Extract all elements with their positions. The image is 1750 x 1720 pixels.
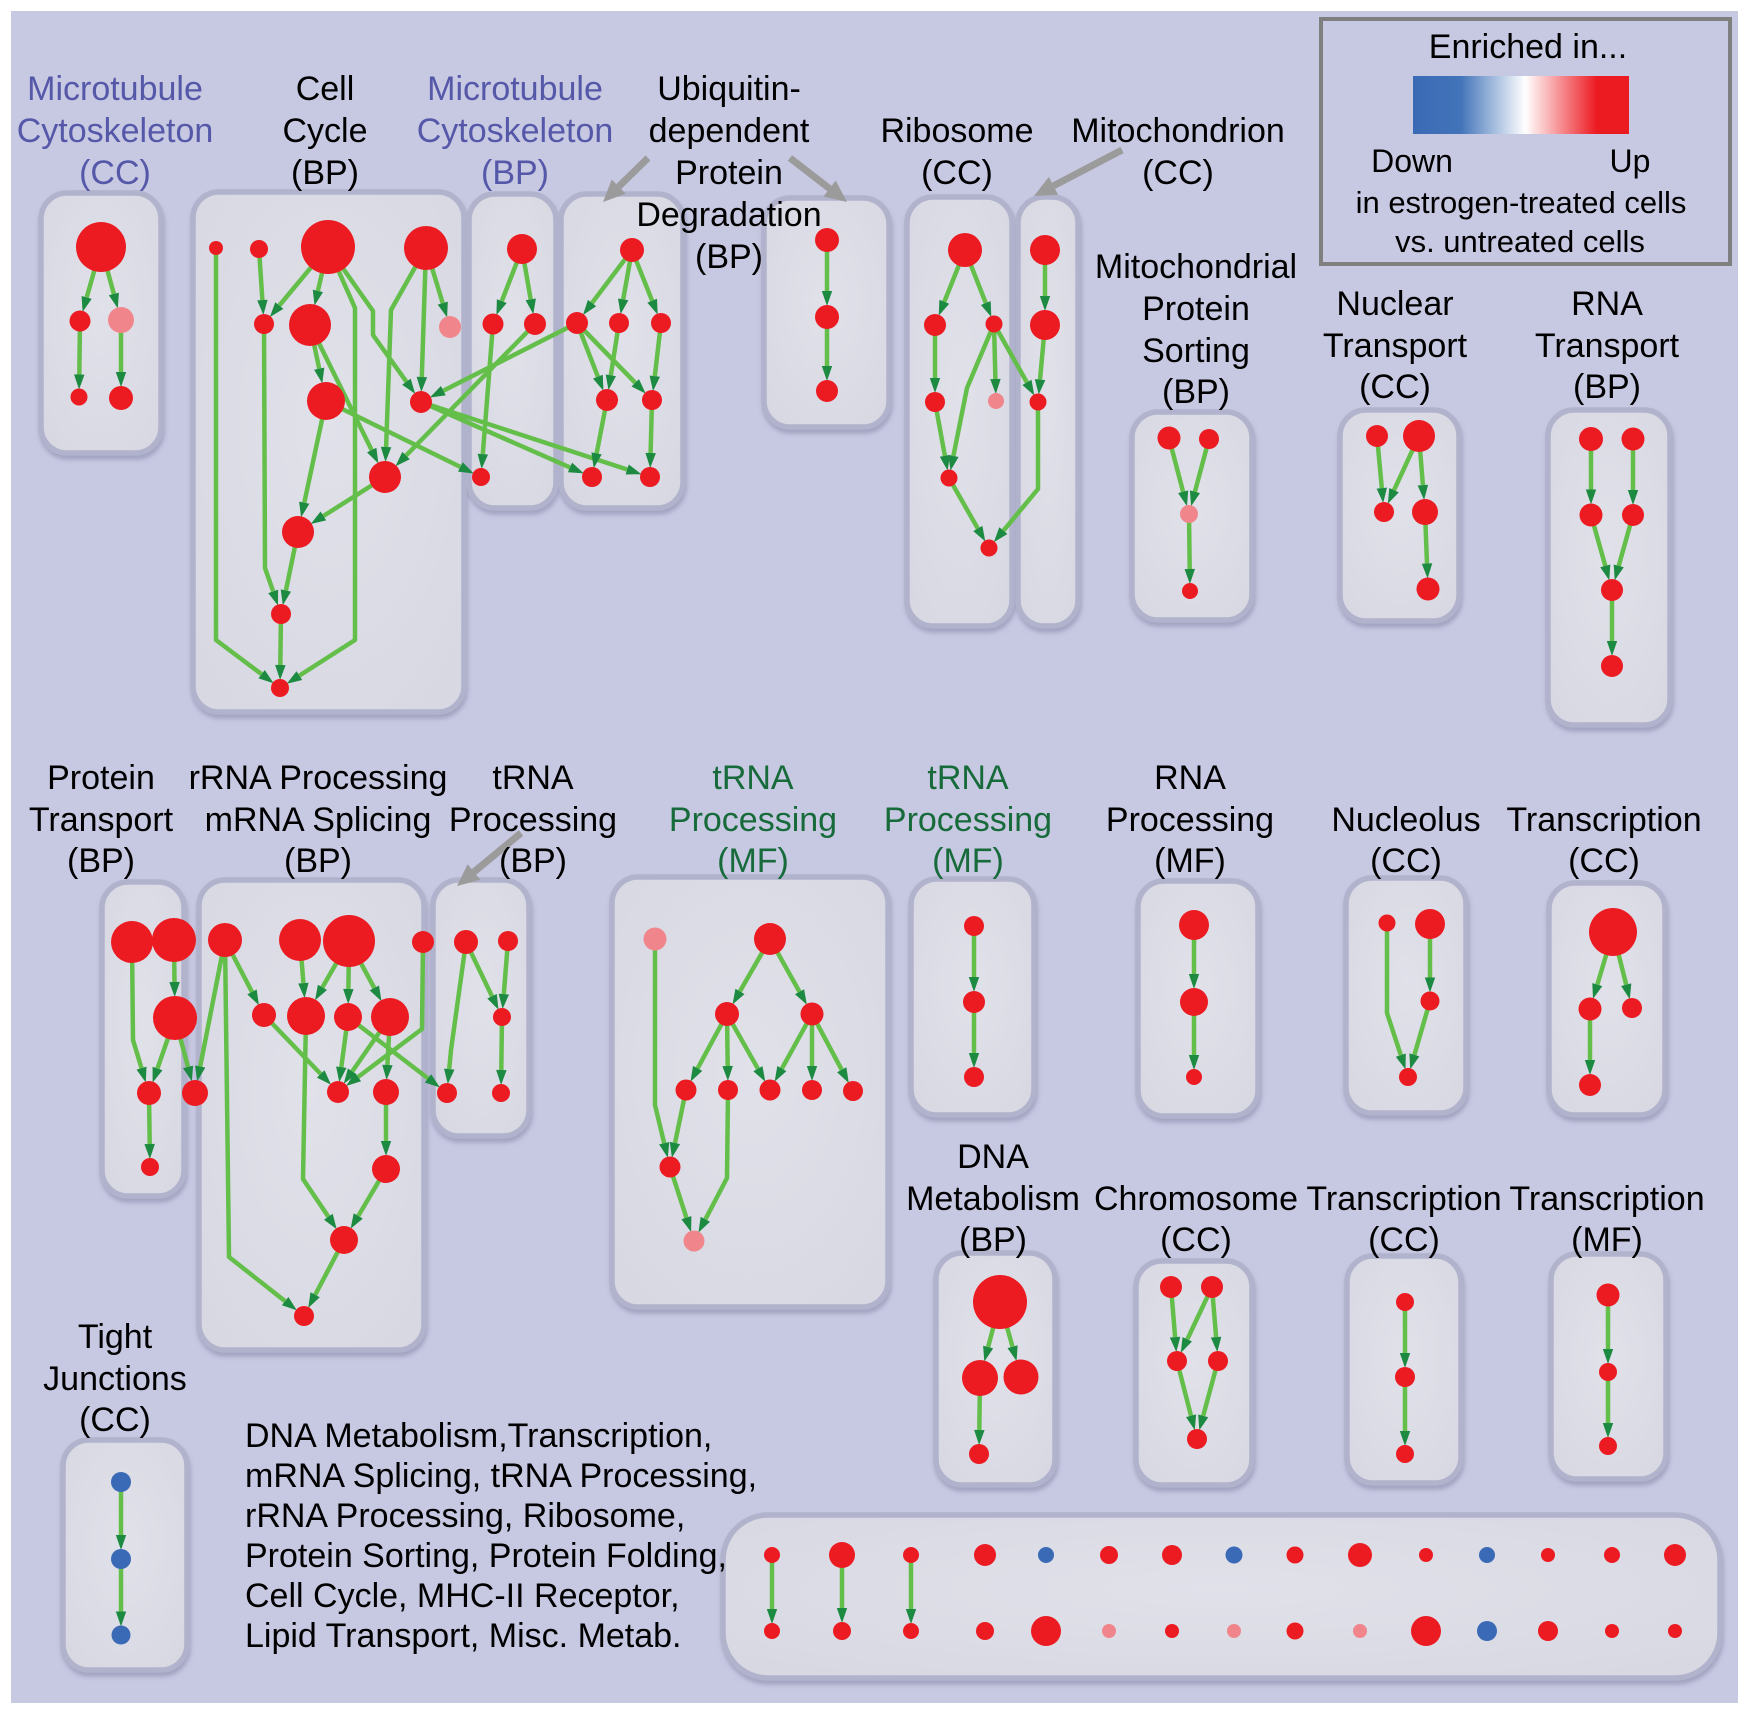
svg-text:mRNA Splicing: mRNA Splicing: [205, 801, 432, 839]
svg-text:(BP): (BP): [1162, 373, 1230, 411]
svg-text:(MF): (MF): [717, 842, 789, 880]
svg-text:(CC): (CC): [1359, 368, 1431, 406]
svg-text:Transport: Transport: [29, 801, 174, 839]
svg-text:Mitochondrial: Mitochondrial: [1095, 248, 1297, 286]
svg-text:Cytoskeleton: Cytoskeleton: [17, 112, 214, 150]
svg-text:Nucleolus: Nucleolus: [1331, 801, 1480, 839]
svg-text:mRNA Splicing, tRNA Processing: mRNA Splicing, tRNA Processing,: [245, 1457, 757, 1495]
svg-text:Protein: Protein: [47, 759, 155, 797]
svg-text:(MF): (MF): [1571, 1221, 1643, 1259]
svg-text:Transport: Transport: [1323, 327, 1468, 365]
svg-text:Transcription: Transcription: [1306, 1180, 1501, 1218]
svg-text:Protein: Protein: [1142, 290, 1250, 328]
svg-text:tRNA: tRNA: [712, 759, 794, 797]
svg-text:Up: Up: [1610, 143, 1651, 179]
svg-text:in estrogen-treated cells: in estrogen-treated cells: [1356, 185, 1687, 220]
svg-text:(BP): (BP): [695, 238, 763, 276]
svg-text:Cell: Cell: [296, 70, 355, 108]
svg-text:(CC): (CC): [1160, 1221, 1232, 1259]
svg-text:Lipid Transport, Misc. Metab.: Lipid Transport, Misc. Metab.: [245, 1617, 682, 1655]
svg-text:DNA Metabolism,Transcription,: DNA Metabolism,Transcription,: [245, 1417, 712, 1455]
svg-text:(CC): (CC): [921, 154, 993, 192]
svg-text:Degradation: Degradation: [636, 196, 821, 234]
svg-text:(BP): (BP): [291, 154, 359, 192]
svg-text:(CC): (CC): [79, 1401, 151, 1439]
svg-text:(CC): (CC): [1368, 1221, 1440, 1259]
svg-text:rRNA Processing: rRNA Processing: [189, 759, 448, 797]
svg-text:Microtubule: Microtubule: [27, 70, 203, 108]
svg-text:(BP): (BP): [481, 154, 549, 192]
svg-text:Junctions: Junctions: [43, 1360, 187, 1398]
svg-text:(BP): (BP): [1573, 368, 1641, 406]
svg-text:Transcription: Transcription: [1509, 1180, 1704, 1218]
svg-text:Microtubule: Microtubule: [427, 70, 603, 108]
svg-text:(BP): (BP): [284, 842, 352, 880]
svg-text:rRNA Processing, Ribosome,: rRNA Processing, Ribosome,: [245, 1497, 685, 1535]
svg-text:Down: Down: [1371, 143, 1453, 179]
svg-text:Metabolism: Metabolism: [906, 1180, 1080, 1218]
svg-text:Sorting: Sorting: [1142, 332, 1250, 370]
svg-text:Chromosome: Chromosome: [1094, 1180, 1298, 1218]
svg-text:Transcription: Transcription: [1506, 801, 1701, 839]
svg-text:Ribosome: Ribosome: [880, 112, 1033, 150]
svg-text:Processing: Processing: [449, 801, 617, 839]
svg-text:Nuclear: Nuclear: [1336, 285, 1453, 323]
svg-text:Protein Sorting, Protein Foldi: Protein Sorting, Protein Folding,: [245, 1537, 727, 1575]
svg-text:(CC): (CC): [79, 154, 151, 192]
svg-text:Processing: Processing: [669, 801, 837, 839]
svg-text:Processing: Processing: [884, 801, 1052, 839]
svg-text:Protein: Protein: [675, 154, 783, 192]
svg-text:(MF): (MF): [1154, 842, 1226, 880]
svg-text:DNA: DNA: [957, 1138, 1029, 1176]
svg-text:RNA: RNA: [1571, 285, 1643, 323]
svg-text:tRNA: tRNA: [927, 759, 1009, 797]
svg-text:(CC): (CC): [1370, 842, 1442, 880]
svg-text:(MF): (MF): [932, 842, 1004, 880]
svg-text:Transport: Transport: [1535, 327, 1680, 365]
svg-text:Cytoskeleton: Cytoskeleton: [417, 112, 614, 150]
svg-text:(CC): (CC): [1568, 842, 1640, 880]
svg-text:(BP): (BP): [959, 1221, 1027, 1259]
svg-text:(BP): (BP): [499, 842, 567, 880]
svg-text:Ubiquitin-: Ubiquitin-: [657, 70, 801, 108]
svg-text:(BP): (BP): [67, 842, 135, 880]
svg-text:RNA: RNA: [1154, 759, 1226, 797]
svg-text:vs. untreated cells: vs. untreated cells: [1395, 224, 1645, 259]
svg-text:Cycle: Cycle: [282, 112, 367, 150]
svg-text:Tight: Tight: [78, 1318, 153, 1356]
svg-text:Mitochondrion: Mitochondrion: [1071, 112, 1285, 150]
svg-text:Enriched in...: Enriched in...: [1429, 28, 1627, 66]
svg-text:Processing: Processing: [1106, 801, 1274, 839]
svg-text:tRNA: tRNA: [492, 759, 574, 797]
svg-text:(CC): (CC): [1142, 154, 1214, 192]
svg-text:dependent: dependent: [649, 112, 810, 150]
svg-text:Cell Cycle, MHC-II Receptor,: Cell Cycle, MHC-II Receptor,: [245, 1577, 680, 1615]
